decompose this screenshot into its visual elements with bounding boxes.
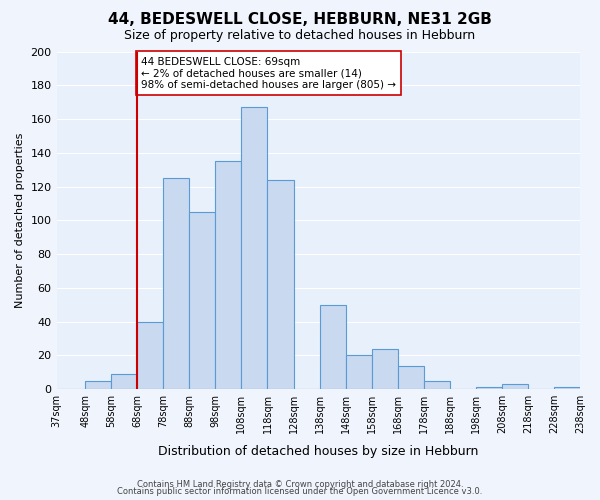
Bar xyxy=(190,212,215,389)
X-axis label: Distribution of detached houses by size in Hebburn: Distribution of detached houses by size … xyxy=(158,444,478,458)
Y-axis label: Number of detached properties: Number of detached properties xyxy=(15,132,25,308)
Bar xyxy=(371,348,398,389)
Bar xyxy=(424,380,450,389)
Text: Size of property relative to detached houses in Hebburn: Size of property relative to detached ho… xyxy=(124,29,476,42)
Text: 44 BEDESWELL CLOSE: 69sqm
← 2% of detached houses are smaller (14)
98% of semi-d: 44 BEDESWELL CLOSE: 69sqm ← 2% of detach… xyxy=(141,56,396,90)
Bar xyxy=(111,374,137,389)
Bar xyxy=(137,322,163,389)
Bar xyxy=(163,178,190,389)
Bar xyxy=(398,366,424,389)
Bar xyxy=(241,107,268,389)
Text: Contains public sector information licensed under the Open Government Licence v3: Contains public sector information licen… xyxy=(118,487,482,496)
Bar xyxy=(476,388,502,389)
Bar xyxy=(320,304,346,389)
Text: 44, BEDESWELL CLOSE, HEBBURN, NE31 2GB: 44, BEDESWELL CLOSE, HEBBURN, NE31 2GB xyxy=(108,12,492,28)
Bar xyxy=(502,384,528,389)
Text: Contains HM Land Registry data © Crown copyright and database right 2024.: Contains HM Land Registry data © Crown c… xyxy=(137,480,463,489)
Bar xyxy=(268,180,293,389)
Bar xyxy=(554,388,580,389)
Bar xyxy=(346,356,371,389)
Bar xyxy=(85,380,111,389)
Bar xyxy=(215,161,241,389)
